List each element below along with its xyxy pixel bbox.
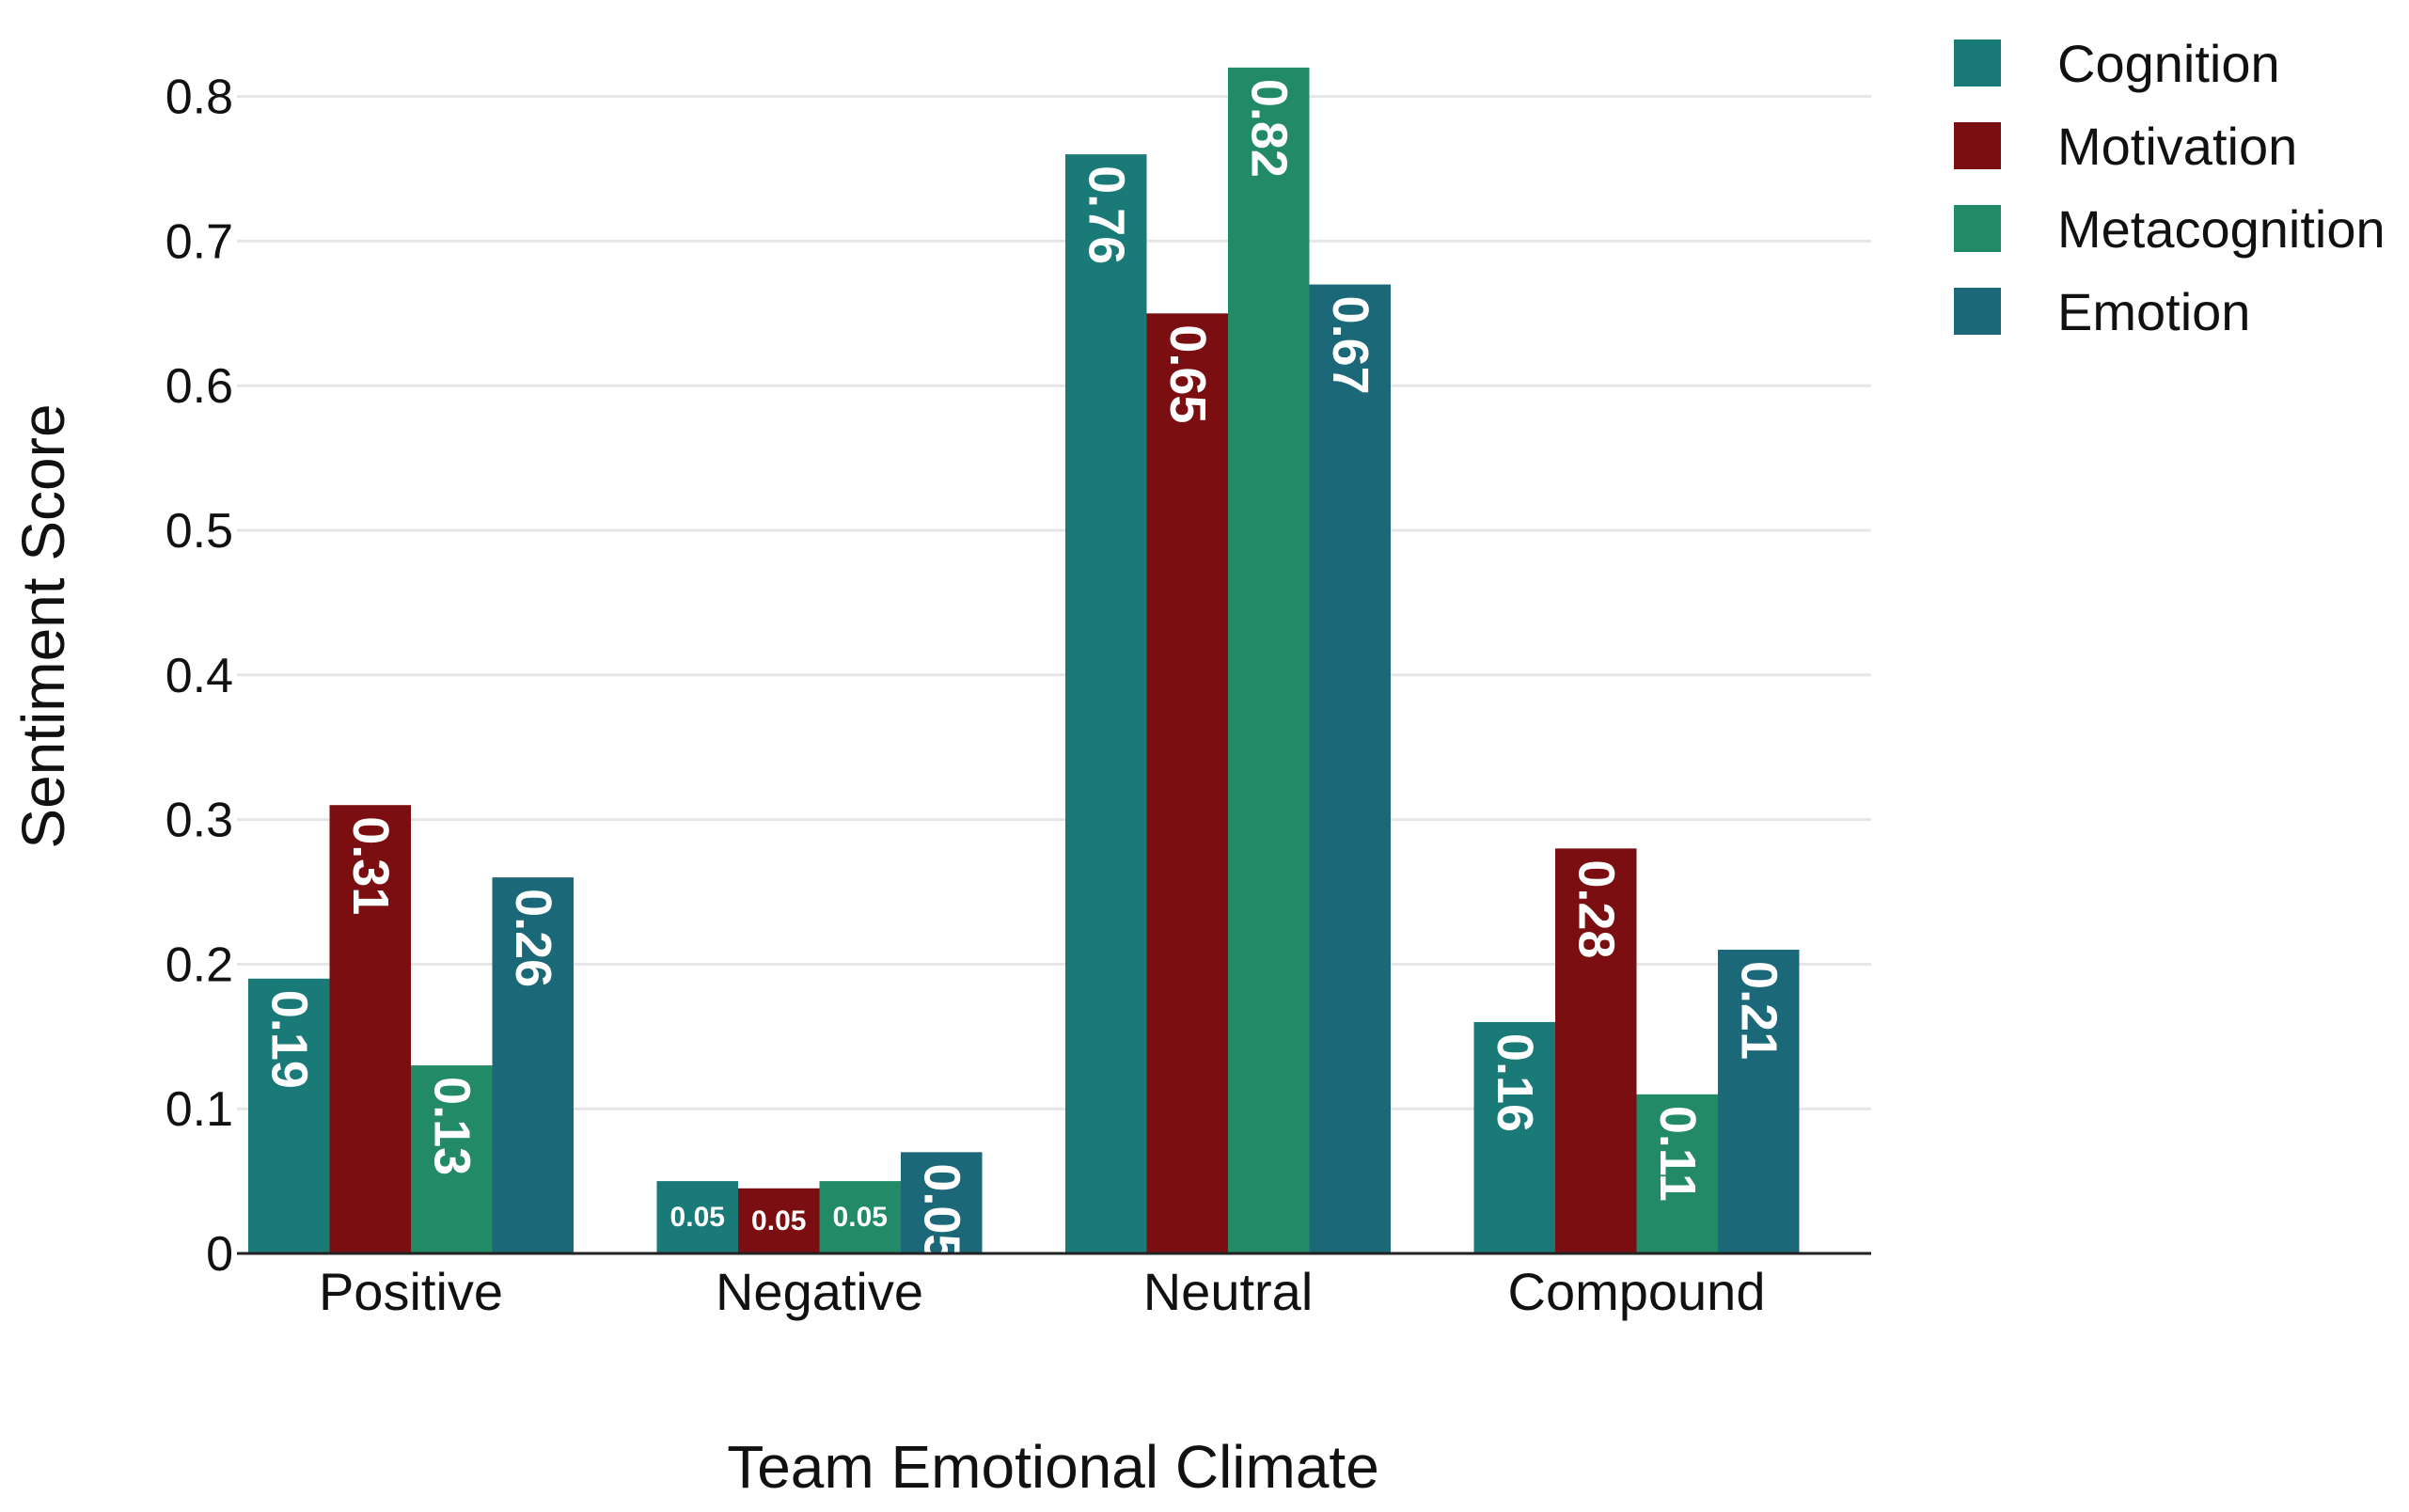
bar-value-label: 0.82 (1240, 79, 1297, 178)
y-tick-label: 0.2 (165, 937, 233, 992)
x-tick-label: Neutral (1143, 1262, 1314, 1321)
bar-value-label: 0.05 (670, 1202, 725, 1233)
legend-swatch-emotion (1954, 288, 2001, 335)
bar-value-label: 0.05 (833, 1202, 888, 1233)
bar-metacognition-positive (411, 1065, 493, 1253)
x-tick-label: Negative (716, 1262, 923, 1321)
legend-label-motivation: Motivation (2057, 117, 2297, 176)
y-tick-label: 0.5 (165, 504, 233, 559)
bar-motivation-neutral (1146, 313, 1228, 1253)
legend-label-cognition: Cognition (2057, 34, 2280, 93)
y-axis-ticks: 0 0.1 0.2 0.3 0.4 0.5 0.6 0.7 0.8 (165, 71, 233, 1282)
legend: Cognition Motivation Metacognition Emotion (1954, 34, 2385, 341)
bar-labels: 0.19 0.31 0.13 0.26 0.05 0.05 0.05 0.05 0.76 0.65… (260, 79, 1787, 1263)
bar-value-label: 0.26 (505, 889, 561, 987)
bar-value-label: 0.11 (1649, 1106, 1706, 1202)
bar-emotion-compound (1718, 950, 1800, 1253)
bar-metacognition-negative (819, 1181, 901, 1253)
x-tick-label: Compound (1508, 1262, 1766, 1321)
legend-swatch-metacognition (1954, 205, 2001, 252)
bar-emotion-positive (492, 877, 574, 1253)
bar-value-label: 0.31 (342, 816, 399, 915)
bar-value-label: 0.05 (913, 1163, 969, 1262)
legend-swatch-motivation (1954, 122, 2001, 169)
bar-cognition-neutral (1065, 154, 1147, 1253)
bar-cognition-negative (656, 1181, 738, 1253)
y-tick-label: 0.8 (165, 71, 233, 125)
y-tick-label: 0.6 (165, 359, 233, 414)
bar-emotion-negative (901, 1152, 983, 1253)
bar-value-label: 0.19 (260, 990, 317, 1089)
bar-value-label: 0.67 (1322, 296, 1378, 395)
bar-metacognition-compound (1636, 1094, 1718, 1253)
bar-motivation-negative (738, 1188, 820, 1253)
x-axis-title: Team Emotional Climate (727, 1433, 1379, 1501)
y-tick-label: 0.4 (165, 649, 233, 703)
y-tick-label: 0.7 (165, 214, 233, 269)
bar-value-label: 0.76 (1078, 165, 1134, 264)
legend-label-metacognition: Metacognition (2057, 199, 2385, 259)
bar-value-label: 0.21 (1730, 961, 1787, 1060)
y-tick-label: 0.3 (165, 794, 233, 848)
bar-motivation-positive (329, 805, 411, 1253)
legend-label-emotion: Emotion (2057, 282, 2250, 341)
bars (248, 67, 1800, 1254)
bar-value-label: 0.05 (751, 1205, 806, 1236)
bar-value-label: 0.16 (1487, 1033, 1543, 1132)
x-axis-ticks: Positive Negative Neutral Compound (319, 1262, 1766, 1321)
bar-emotion-neutral (1309, 284, 1391, 1253)
bar-value-label: 0.28 (1567, 859, 1624, 958)
y-tick-label: 0.1 (165, 1082, 233, 1137)
bar-cognition-positive (248, 978, 330, 1253)
y-tick-label: 0 (206, 1227, 233, 1282)
legend-swatch-cognition (1954, 39, 2001, 87)
bar-value-label: 0.13 (423, 1077, 480, 1175)
x-tick-label: Positive (319, 1262, 503, 1321)
y-axis-title: Sentiment Score (9, 403, 77, 848)
bar-value-label: 0.65 (1159, 324, 1216, 423)
bar-metacognition-neutral (1228, 67, 1310, 1254)
bar-cognition-compound (1473, 1021, 1555, 1253)
bar-motivation-compound (1555, 848, 1637, 1253)
